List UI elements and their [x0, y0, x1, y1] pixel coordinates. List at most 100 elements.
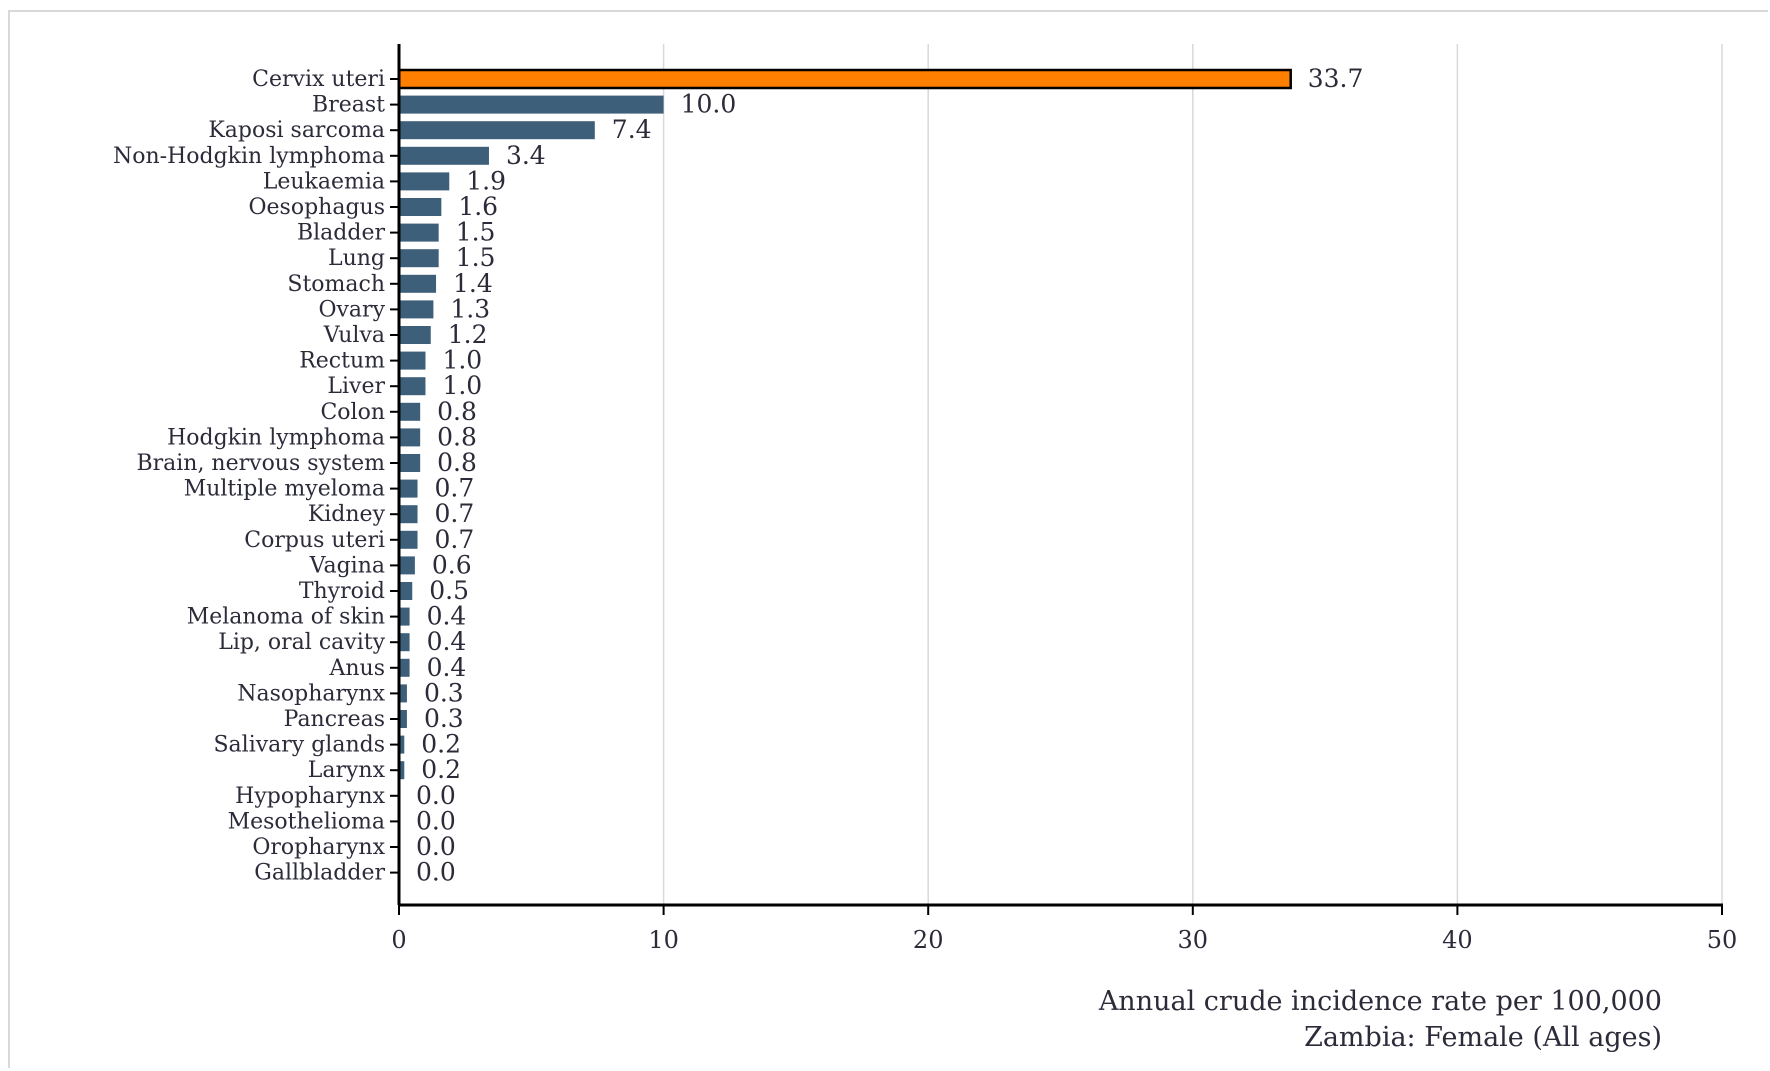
x-tick-label: 10 [648, 926, 679, 954]
category-label: Breast [312, 93, 385, 118]
bar [399, 121, 595, 140]
bar [399, 326, 431, 344]
gridlines [662, 44, 1723, 905]
x-tick-label: 0 [391, 926, 406, 954]
bar [399, 454, 421, 472]
bar [399, 274, 437, 293]
category-label: Ovary [318, 297, 385, 322]
axes: 0 10 20 30 40 50 [390, 44, 1737, 954]
bar [399, 505, 418, 524]
value-label: 0.3 [424, 678, 464, 707]
bars [397, 68, 1292, 780]
bar [399, 223, 439, 242]
value-label: 0.4 [427, 602, 467, 631]
category-label: Oesophagus [248, 195, 385, 220]
value-label: 0.0 [416, 832, 456, 861]
bar [399, 146, 489, 165]
value-label: 0.4 [427, 627, 467, 656]
value-label: 1.5 [456, 243, 496, 272]
category-label: Vulva [323, 323, 385, 348]
bar [399, 300, 434, 319]
bar [399, 428, 421, 447]
bar [397, 68, 1292, 90]
value-label: 0.2 [421, 755, 461, 784]
bar [399, 658, 410, 677]
value-label: 1.3 [450, 294, 490, 323]
value-label: 0.4 [427, 653, 467, 682]
value-label: 1.5 [456, 218, 496, 247]
value-label: 0.7 [435, 525, 475, 554]
category-label: Lung [328, 246, 385, 271]
category-label: Non-Hodgkin lymphoma [113, 144, 385, 169]
category-label: Cervix uteri [252, 67, 385, 92]
category-label: Hypopharynx [235, 784, 385, 809]
category-label: Liver [327, 374, 385, 399]
bar [399, 607, 410, 626]
bar [399, 684, 407, 703]
value-label: 0.2 [421, 730, 461, 759]
category-label: Vagina [309, 553, 385, 578]
category-label: Brain, nervous system [136, 451, 385, 476]
category-label: Anus [328, 656, 385, 681]
bar [399, 479, 418, 498]
value-label: 1.0 [442, 346, 482, 375]
category-label: Pancreas [284, 707, 385, 732]
category-label: Stomach [287, 272, 385, 297]
x-axis-subtitle: Zambia: Female (All ages) [1304, 1022, 1662, 1053]
x-tick-label: 50 [1707, 926, 1738, 954]
category-label: Nasopharynx [237, 681, 385, 706]
value-label: 0.6 [432, 550, 472, 579]
category-label: Kidney [308, 502, 386, 527]
value-label: 1.0 [442, 371, 482, 400]
category-label: Salivary glands [213, 733, 385, 758]
value-label: 0.0 [416, 806, 456, 835]
bar [399, 198, 442, 216]
value-label: 0.3 [424, 704, 464, 733]
value-label: 0.5 [429, 576, 469, 605]
category-label: Melanoma of skin [187, 605, 385, 630]
bar [399, 761, 405, 780]
value-label: 1.2 [448, 320, 488, 349]
value-label: 7.4 [612, 115, 652, 144]
labels: Cervix uteri 33.7 Breast 10.0 Kaposi sarcoma… [113, 64, 1363, 887]
value-label: 1.6 [458, 192, 498, 221]
x-tick-label: 40 [1442, 926, 1473, 954]
category-label: Gallbladder [254, 861, 385, 886]
value-label: 0.7 [435, 499, 475, 528]
category-label: Bladder [297, 221, 386, 246]
bar [399, 95, 664, 114]
bar [399, 351, 426, 370]
bar [399, 582, 413, 600]
category-label: Leukaemia [263, 169, 385, 194]
value-label: 0.8 [437, 448, 477, 477]
category-label: Lip, oral cavity [218, 630, 385, 655]
bar [399, 172, 450, 191]
chart-frame [8, 10, 1768, 1068]
category-label: Thyroid [299, 579, 385, 604]
category-label: Larynx [308, 758, 386, 783]
value-label: 1.4 [453, 269, 493, 298]
value-label: 0.0 [416, 781, 456, 810]
category-label: Rectum [299, 349, 385, 374]
value-label: 10.0 [681, 90, 737, 119]
x-tick-label: 30 [1178, 926, 1209, 954]
value-label: 0.7 [435, 474, 475, 503]
value-label: 33.7 [1308, 64, 1364, 93]
bar [399, 710, 407, 728]
x-axis-title: Annual crude incidence rate per 100,000 [1098, 986, 1662, 1017]
value-label: 0.8 [437, 422, 477, 451]
bar [399, 735, 405, 754]
category-label: Hodgkin lymphoma [167, 425, 385, 450]
value-label: 0.8 [437, 397, 477, 426]
value-label: 1.9 [466, 166, 506, 195]
category-label: Colon [320, 400, 385, 425]
category-label: Kaposi sarcoma [208, 118, 385, 143]
category-label: Oropharynx [252, 835, 385, 860]
bar [399, 402, 421, 421]
bar [399, 633, 410, 652]
category-label: Corpus uteri [244, 528, 385, 553]
bar [399, 249, 439, 268]
bar [399, 530, 418, 549]
category-label: Multiple myeloma [184, 477, 385, 502]
